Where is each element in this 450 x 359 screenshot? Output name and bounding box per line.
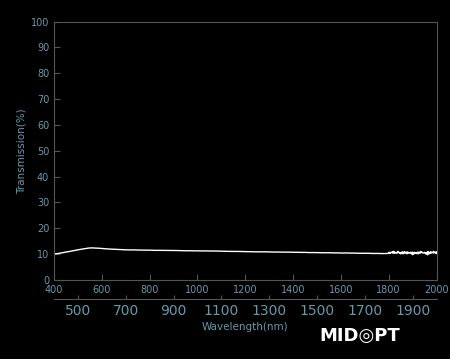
- X-axis label: Wavelength(nm): Wavelength(nm): [202, 322, 288, 332]
- Y-axis label: Transmission(%): Transmission(%): [17, 108, 27, 194]
- Text: MID◎PT: MID◎PT: [320, 327, 400, 345]
